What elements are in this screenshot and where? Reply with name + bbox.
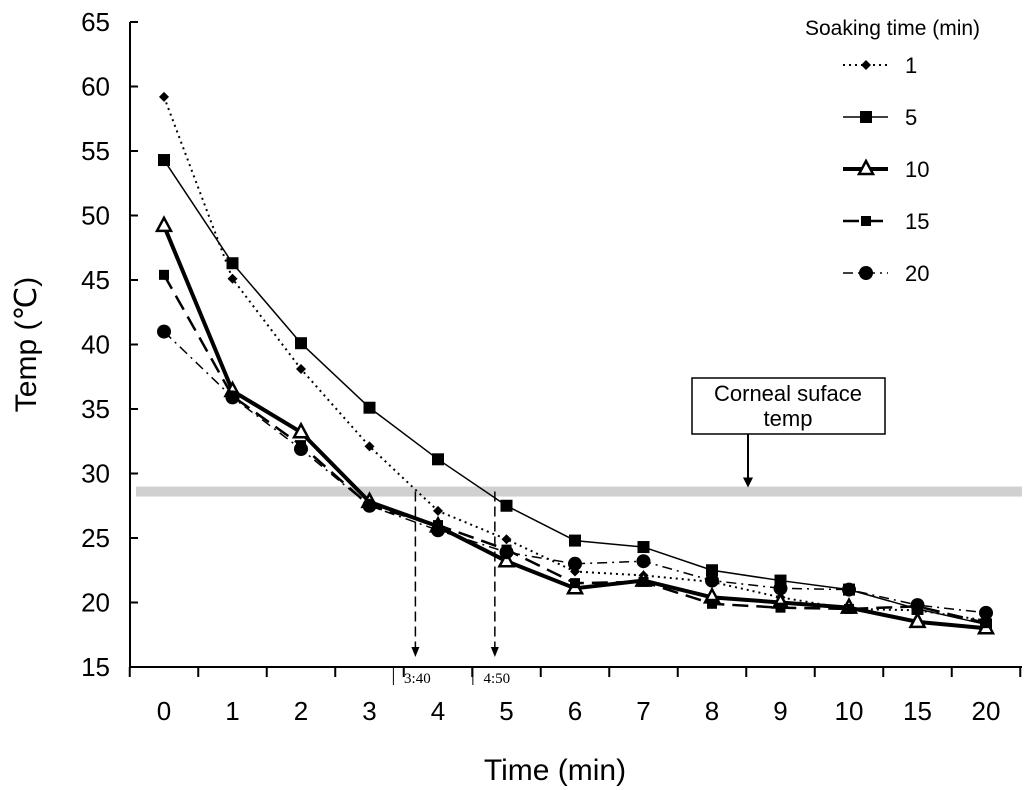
y-tick-label: 35 xyxy=(81,394,110,424)
x-tick-label: 2 xyxy=(294,696,308,726)
series-20 xyxy=(157,324,993,620)
data-point xyxy=(981,618,991,629)
legend-item-15: 15 xyxy=(843,209,929,234)
data-point xyxy=(910,598,925,613)
data-point xyxy=(431,523,445,538)
data-point xyxy=(157,324,171,339)
annotation-layer: 3:40 4:50 xyxy=(392,491,511,687)
y-tick-label: 25 xyxy=(81,523,110,553)
data-point xyxy=(296,364,306,375)
x-tick-label: 4 xyxy=(431,696,445,726)
data-point xyxy=(433,505,443,516)
data-point xyxy=(570,578,580,589)
x-tick-label: 20 xyxy=(972,696,1001,726)
legend-label: 1 xyxy=(905,53,917,78)
legend-item-10: 10 xyxy=(843,157,929,182)
data-point xyxy=(500,499,513,512)
x-tick-label: 3 xyxy=(362,696,376,726)
callout-label: temp xyxy=(764,406,813,431)
data-point xyxy=(773,581,788,596)
data-point xyxy=(707,598,717,609)
data-point xyxy=(294,441,308,456)
data-point xyxy=(844,603,854,614)
callout-box xyxy=(691,377,886,435)
legend-swatch-marker xyxy=(861,60,871,70)
x-tick-label: 8 xyxy=(705,696,719,726)
legend-item-20: 20 xyxy=(843,261,929,286)
data-point xyxy=(568,556,582,571)
legend-label: 20 xyxy=(905,261,929,286)
callout-label: Corneal suface xyxy=(714,381,862,406)
data-point xyxy=(225,390,240,405)
y-tick-label: 65 xyxy=(81,7,110,37)
data-point xyxy=(363,401,376,414)
crossing-time-label: 4:50 xyxy=(484,671,511,687)
y-tick-label: 45 xyxy=(81,265,110,295)
x-tick-label: 5 xyxy=(499,696,513,726)
x-tick-label: 0 xyxy=(157,696,171,726)
y-tick-label: 60 xyxy=(81,72,110,102)
x-tick-label: 7 xyxy=(636,696,650,726)
y-tick-label: 20 xyxy=(81,588,110,618)
reference-band-layer xyxy=(136,486,1022,497)
x-tick-label: 10 xyxy=(835,696,864,726)
data-point xyxy=(362,498,377,513)
x-tick-label: 1 xyxy=(225,696,239,726)
data-point xyxy=(569,534,581,547)
data-point xyxy=(908,611,927,629)
data-point xyxy=(638,576,649,587)
data-point xyxy=(705,573,719,588)
crossing-arrow-head xyxy=(490,647,499,657)
crossing-time-label: 3:40 xyxy=(404,671,431,687)
data-point xyxy=(842,582,856,597)
legend-label: 15 xyxy=(905,209,929,234)
x-tick-label: 15 xyxy=(903,696,932,726)
data-point xyxy=(159,269,169,280)
crossing-arrow-head xyxy=(411,647,420,657)
y-tick-label: 50 xyxy=(81,201,110,231)
data-point xyxy=(979,605,993,620)
x-axis-title: Time (min) xyxy=(484,754,626,787)
data-point xyxy=(154,215,174,233)
data-point xyxy=(636,554,651,569)
legend-swatch-marker xyxy=(859,266,873,280)
series-layer xyxy=(154,91,996,635)
data-point xyxy=(291,421,311,439)
legend-item-5: 5 xyxy=(843,105,917,130)
y-tick-label: 30 xyxy=(81,459,110,489)
data-point xyxy=(158,154,170,167)
corneal-temp-band xyxy=(136,486,1022,497)
data-point xyxy=(295,337,307,350)
legend-swatch-marker xyxy=(856,158,876,176)
x-tick-label: 6 xyxy=(568,696,582,726)
y-axis-title: Temp (℃) xyxy=(10,277,43,412)
legend-label: 10 xyxy=(905,157,929,182)
x-tick-label: 9 xyxy=(773,696,787,726)
y-tick-label: 55 xyxy=(81,136,110,166)
legend-swatch-marker xyxy=(861,216,871,226)
data-point xyxy=(227,273,238,284)
data-point xyxy=(637,541,650,554)
data-point xyxy=(364,441,375,452)
legend-title: Soaking time (min) xyxy=(805,17,980,40)
legend-swatch-marker xyxy=(860,111,872,123)
legend-item-1: 1 xyxy=(843,53,917,78)
y-tick-label: 15 xyxy=(81,652,110,682)
data-point xyxy=(501,534,512,545)
legend-label: 5 xyxy=(905,105,917,130)
data-point xyxy=(497,550,516,568)
data-point xyxy=(499,545,514,560)
data-point xyxy=(226,257,239,270)
data-point xyxy=(706,564,718,577)
callout-pointer-head xyxy=(743,477,753,488)
data-point xyxy=(775,602,786,613)
data-point xyxy=(159,91,169,102)
data-point xyxy=(432,453,444,466)
y-tick-label: 40 xyxy=(81,330,110,360)
